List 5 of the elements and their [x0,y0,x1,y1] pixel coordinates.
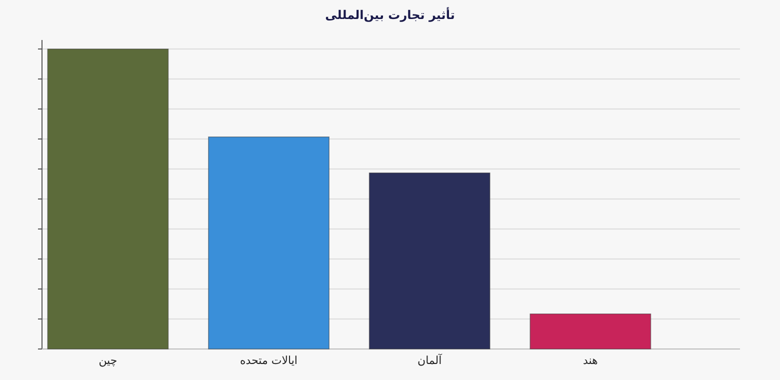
chart-title: تأثیر تجارت بین‌المللی [325,7,455,22]
x-tick-label: ایالات متحده [240,354,298,367]
x-tick-label: آلمان [418,353,443,367]
x-tick-label: هند [582,354,598,367]
x-tick-label: چین [98,354,118,367]
